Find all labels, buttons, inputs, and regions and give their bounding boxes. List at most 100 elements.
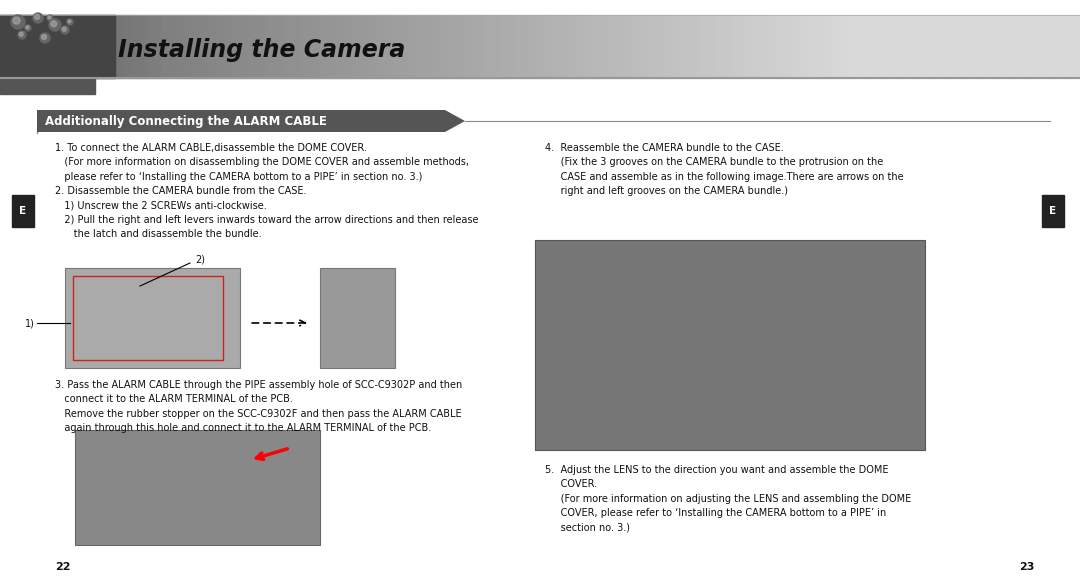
Bar [621, 15, 626, 78]
Bar [832, 15, 837, 78]
Bar [815, 15, 821, 78]
Bar [383, 15, 389, 78]
Bar [405, 15, 410, 78]
Bar [362, 15, 367, 78]
Bar [103, 15, 108, 78]
Bar [238, 15, 243, 78]
Bar [216, 15, 221, 78]
Bar [254, 15, 259, 78]
Bar [988, 15, 994, 78]
Bar [49, 15, 54, 78]
Bar [632, 15, 637, 78]
Bar [805, 15, 810, 78]
Bar [70, 15, 76, 78]
Bar [75, 430, 320, 545]
Bar [227, 15, 232, 78]
Bar [729, 15, 734, 78]
Bar [508, 15, 513, 78]
Bar [907, 15, 913, 78]
Bar [394, 15, 400, 78]
Bar [724, 15, 729, 78]
Bar [65, 268, 240, 368]
Bar [562, 15, 567, 78]
Bar [594, 15, 599, 78]
Bar [497, 15, 502, 78]
Bar [929, 15, 934, 78]
Bar [270, 15, 275, 78]
Circle shape [63, 27, 66, 31]
Bar [535, 15, 540, 78]
Bar [211, 15, 216, 78]
Bar [113, 15, 119, 78]
Bar [691, 15, 697, 78]
Bar [119, 15, 124, 78]
Bar [0, 15, 5, 78]
Circle shape [26, 26, 29, 29]
Bar [761, 15, 767, 78]
Text: 1): 1) [25, 318, 35, 328]
Bar [535, 240, 924, 450]
Bar [313, 15, 319, 78]
Bar [491, 15, 497, 78]
Bar [59, 15, 65, 78]
Bar [875, 15, 880, 78]
Bar [243, 15, 248, 78]
Bar [626, 15, 632, 78]
Bar [599, 15, 605, 78]
Bar [1048, 15, 1053, 78]
Bar [86, 15, 92, 78]
Bar [410, 15, 416, 78]
Bar [340, 15, 346, 78]
Bar [977, 15, 983, 78]
Text: E: E [1050, 206, 1056, 216]
Bar [281, 15, 286, 78]
Bar [459, 15, 464, 78]
Bar [967, 15, 972, 78]
Bar [799, 15, 805, 78]
Bar [680, 15, 686, 78]
Circle shape [48, 16, 51, 19]
Bar [54, 15, 59, 78]
Bar [778, 15, 783, 78]
Circle shape [11, 15, 25, 29]
Bar [616, 15, 621, 78]
Bar [956, 15, 961, 78]
Bar [259, 15, 265, 78]
Bar [567, 15, 572, 78]
Circle shape [35, 15, 40, 20]
Bar [475, 15, 481, 78]
Bar [319, 15, 324, 78]
Bar [97, 15, 103, 78]
Bar [27, 15, 32, 78]
Bar [421, 15, 427, 78]
Bar [545, 15, 551, 78]
Bar [1042, 195, 1064, 227]
Bar [810, 15, 815, 78]
Bar [842, 15, 848, 78]
Bar [146, 15, 151, 78]
Bar [529, 15, 535, 78]
Bar [320, 268, 395, 368]
Bar [130, 15, 135, 78]
Text: 2): 2) [195, 255, 205, 265]
Bar [73, 276, 222, 360]
Bar [43, 15, 49, 78]
Bar [707, 15, 713, 78]
Circle shape [33, 13, 43, 23]
Bar [232, 15, 238, 78]
Bar [767, 15, 772, 78]
Bar [653, 15, 659, 78]
Bar [837, 15, 842, 78]
Bar [1037, 15, 1042, 78]
Bar [65, 15, 70, 78]
Bar [335, 15, 340, 78]
Bar [205, 15, 211, 78]
Bar [38, 15, 43, 78]
Bar [1053, 15, 1058, 78]
Bar [1042, 15, 1048, 78]
Bar [697, 15, 702, 78]
Bar [745, 15, 751, 78]
Bar [826, 15, 832, 78]
Bar [286, 15, 292, 78]
Bar [5, 15, 11, 78]
